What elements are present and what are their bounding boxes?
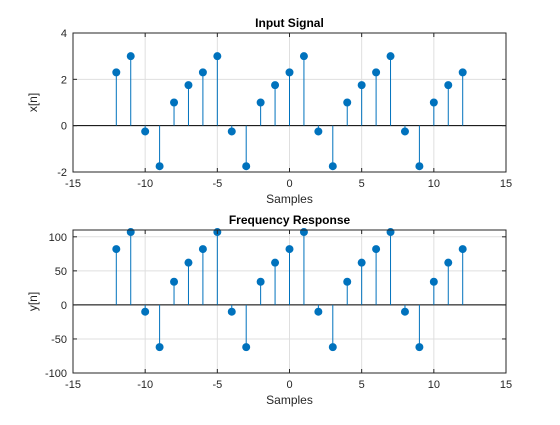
input-signal-y-tick-label: 4 [61,28,67,40]
frequency-response-y-tick-label: -50 [51,334,67,346]
input-signal-y-tick-label: 0 [61,121,67,133]
input-signal-stem-marker [242,162,251,171]
input-signal-x-tick-label: -15 [65,178,81,190]
input-signal-stem-marker [271,81,280,90]
frequency-response-stem-marker [328,343,337,352]
input-signal-stem-marker [400,127,409,136]
frequency-response-stem-marker [343,277,352,286]
input-signal-x-tick-label: -5 [212,178,222,190]
input-signal-x-tick-label: 5 [359,178,365,190]
input-signal-x-tick-label: -10 [137,178,153,190]
frequency-response-stem-marker [285,245,294,254]
input-signal-plot-area: -15 -10 -5 0 5 10 15 -2 0 2 4 [57,28,512,190]
input-signal-stem-marker [429,98,438,107]
frequency-response-x-tick-label: 10 [428,379,440,391]
input-signal-stem-marker [357,81,366,90]
input-signal-stem-marker [198,68,207,77]
frequency-response-y-tick-label: 50 [55,266,67,278]
frequency-response-title: Frequency Response [229,213,351,227]
input-signal-xlabel: Samples [266,192,313,206]
frequency-response-y-tick-label: 100 [49,232,67,244]
frequency-response-stem-marker [372,245,381,254]
frequency-response-ylabel: y[n] [26,292,40,311]
input-signal-stem-marker [213,52,222,61]
input-signal-x-tick-label: 10 [428,178,440,190]
input-signal-stem-marker [170,98,179,107]
input-signal-stem-marker [343,98,352,107]
input-signal-y-tick-label: -2 [57,167,67,179]
frequency-response-xlabel: Samples [266,393,313,407]
frequency-response-stem-marker [170,277,179,286]
input-signal-stem-marker [155,162,164,171]
input-signal-stem-marker [415,162,424,171]
input-signal-stem-marker [141,127,150,136]
frequency-response-stem-marker [184,258,193,267]
input-signal-stem-marker [328,162,337,171]
frequency-response-stem-marker [314,307,323,316]
frequency-response-x-tick-label: -15 [65,379,81,391]
input-signal-stem-marker [126,52,135,61]
frequency-response-stem-marker [141,307,150,316]
frequency-response-y-tick-label: -100 [45,368,67,380]
input-signal-stem-marker [314,127,323,136]
input-signal-stem-marker [256,98,265,107]
frequency-response-stem-marker [271,258,280,267]
input-signal-stem-marker [227,127,236,136]
input-signal-stem-marker [184,81,193,90]
input-signal-title: Input Signal [255,16,324,30]
frequency-response-x-tick-label: 5 [359,379,365,391]
frequency-response-stem-marker [242,343,251,352]
frequency-response-stem-marker [458,245,467,254]
frequency-response-stem-marker [256,277,265,286]
input-signal-stem-marker [458,68,467,77]
frequency-response-x-tick-label: -10 [137,379,153,391]
input-signal-stem-marker [285,68,294,77]
input-signal-stem-marker [299,52,308,61]
frequency-response-y-tick-label: 0 [61,300,67,312]
frequency-response-x-tick-label: 0 [286,379,292,391]
frequency-response-stem-marker [155,343,164,352]
frequency-response-stem-marker [227,307,236,316]
frequency-response-stem-marker [400,307,409,316]
input-signal-stem-marker [112,68,121,77]
input-signal-stem-marker [444,81,453,90]
frequency-response-x-tick-label: 15 [500,379,512,391]
input-signal-stem-marker [386,52,395,61]
frequency-response-x-tick-label: -5 [212,379,222,391]
input-signal-x-tick-label: 0 [286,178,292,190]
input-signal-ylabel: x[n] [26,93,40,112]
frequency-response-stem-marker [444,258,453,267]
input-signal-y-tick-label: 2 [61,74,67,86]
frequency-response-stem-marker [198,245,207,254]
input-signal-x-tick-label: 15 [500,178,512,190]
input-signal-stem-marker [372,68,381,77]
frequency-response-stem-marker [415,343,424,352]
frequency-response-stem-marker [357,258,366,267]
frequency-response-stem-marker [112,245,121,254]
input-signal-subplot: -15 -10 -5 0 5 10 15 -2 0 2 4 Input Signal Samples… [26,16,512,206]
frequency-response-stem-marker [429,277,438,286]
